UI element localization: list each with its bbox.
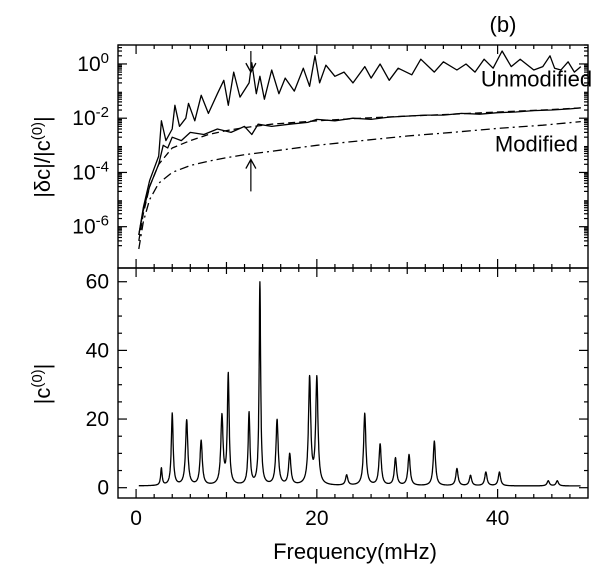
bottom-panel: 0 20 40 60 0 20 40 |c(0)| xyxy=(29,267,589,530)
top-series-line-4 xyxy=(138,120,581,250)
bottom-y-tick-label: 20 xyxy=(86,408,109,431)
x-axis-label: Frequency(mHz) xyxy=(273,539,437,564)
top-series xyxy=(138,50,582,250)
bottom-y-ticks: 0 20 40 60 xyxy=(86,271,588,500)
top-series-line-2 xyxy=(138,107,581,236)
top-y-tick-label: 10-2 xyxy=(72,104,109,131)
annotation-unmodified: Unmodified xyxy=(481,66,592,91)
top-arrows xyxy=(245,51,257,192)
panel-label: (b) xyxy=(490,12,517,37)
top-series-line-1 xyxy=(138,50,582,236)
top-panel: 10-6 10-4 10-2 100 |δc|/|c(0)| Unmodified M… xyxy=(29,44,592,269)
bottom-series-line xyxy=(138,281,582,487)
bottom-y-tick-label: 60 xyxy=(86,271,109,294)
arrow-up-head xyxy=(245,158,257,169)
bottom-y-label: |c(0)| xyxy=(29,364,56,405)
annotation-modified: Modified xyxy=(495,131,578,156)
top-y-tick-label: 10-4 xyxy=(72,158,109,185)
bottom-y-tick-label: 0 xyxy=(97,477,109,500)
top-y-tick-label: 10-6 xyxy=(72,212,109,239)
top-x-ticks xyxy=(135,45,571,268)
top-y-tick-label: 100 xyxy=(77,49,109,76)
bottom-series xyxy=(138,281,582,487)
bottom-frame xyxy=(117,267,589,499)
bottom-x-ticks: 0 20 40 xyxy=(130,268,571,530)
top-y-label: |δc|/|c(0)| xyxy=(29,116,56,198)
x-tick-label: 0 xyxy=(130,507,142,530)
bottom-y-tick-label: 40 xyxy=(86,339,109,362)
arrow-down-head xyxy=(245,62,257,74)
top-series-line-3 xyxy=(138,107,581,242)
x-tick-label: 40 xyxy=(486,507,509,530)
x-tick-label: 20 xyxy=(305,507,328,530)
